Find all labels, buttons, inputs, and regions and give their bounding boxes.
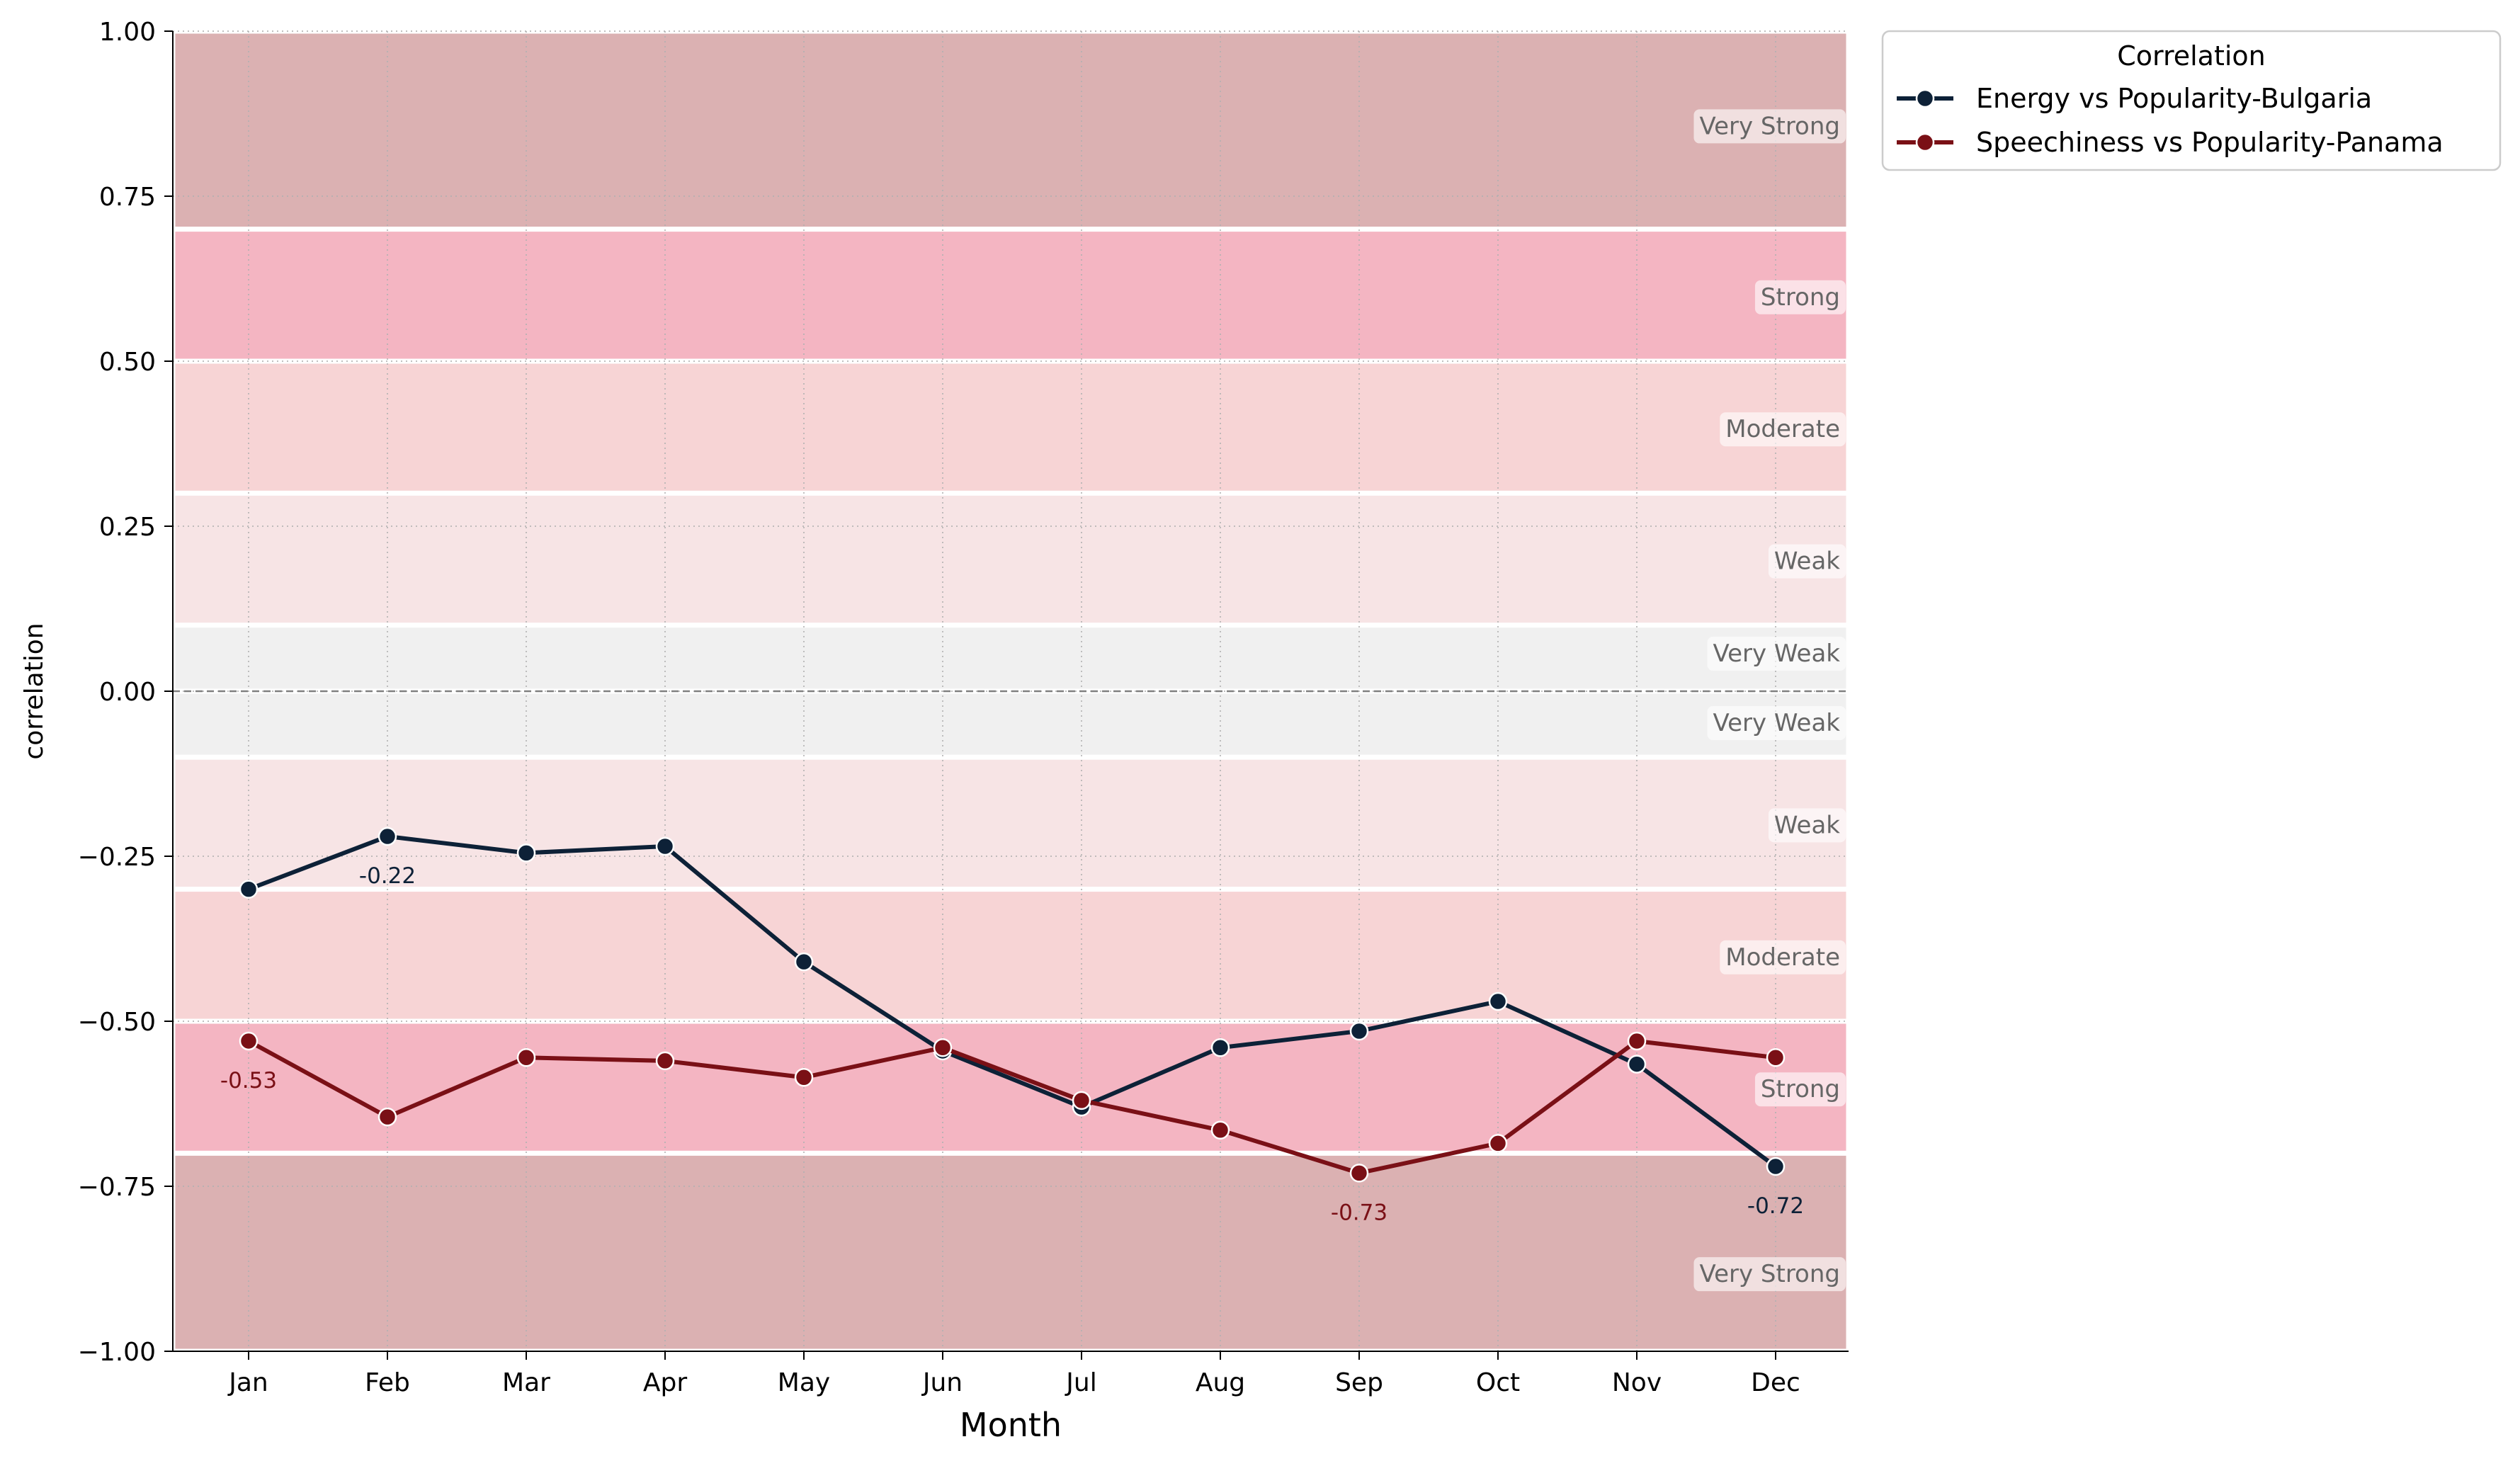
data-point	[1766, 1157, 1786, 1176]
data-point	[794, 952, 814, 972]
legend-label: Speechiness vs Popularity-Panama	[1976, 127, 2444, 158]
x-tick-label: Aug	[1196, 1368, 1245, 1397]
y-axis-label: correlation	[20, 623, 49, 759]
legend-entry-1: Speechiness vs Popularity-Panama	[1897, 127, 2444, 158]
band-label-backdrop	[1768, 808, 1846, 843]
band-label: Very Strong	[1699, 112, 1840, 140]
band-9	[170, 1150, 1851, 1354]
band-label-backdrop	[1707, 637, 1846, 671]
x-tick-label: Feb	[365, 1368, 410, 1397]
data-point	[1349, 1021, 1369, 1041]
band-label: Very Weak	[1713, 709, 1840, 737]
band-label-backdrop	[1720, 940, 1846, 975]
x-tick-label: Mar	[502, 1368, 550, 1397]
x-tick-label: Jan	[227, 1368, 268, 1397]
data-point	[1349, 1164, 1369, 1183]
y-tick-label: 1.00	[99, 18, 156, 47]
x-tick-label: Sep	[1335, 1368, 1383, 1397]
data-point	[1627, 1055, 1647, 1074]
data-point	[516, 1048, 536, 1067]
band-label-backdrop	[1754, 1072, 1846, 1107]
x-tick-label: May	[778, 1368, 830, 1397]
band-0	[170, 28, 1851, 232]
x-tick-label: Nov	[1612, 1368, 1662, 1397]
point-annotation: -0.22	[359, 863, 416, 889]
x-axis: Jan Feb Mar Apr May Jun Jul Aug Sep Oct Nov Dec	[173, 1351, 1849, 1397]
band-5	[170, 688, 1851, 760]
y-tick-label: 0.75	[99, 183, 156, 212]
x-tick-label: Oct	[1476, 1368, 1520, 1397]
series-line	[246, 834, 1778, 1169]
series-line	[246, 1038, 1778, 1176]
band-1	[170, 227, 1851, 364]
data-point	[1627, 1031, 1647, 1051]
band-7	[170, 887, 1851, 1024]
band-3	[170, 490, 1851, 628]
data-point	[1488, 991, 1508, 1011]
series-0	[239, 826, 1786, 1176]
band-label: Moderate	[1725, 943, 1840, 972]
band-8	[170, 1018, 1851, 1156]
band-label: Very Strong	[1699, 1260, 1840, 1288]
band-label-backdrop	[1768, 544, 1846, 579]
data-point	[794, 1067, 814, 1087]
data-point	[655, 836, 675, 856]
legend-entry-0: Energy vs Popularity-Bulgaria	[1897, 83, 2372, 114]
y-tick-label: 0.50	[99, 348, 156, 377]
data-point	[516, 843, 536, 863]
band-label: Weak	[1774, 547, 1840, 576]
data-point	[1210, 1120, 1230, 1140]
point-annotations: -0.22 -0.72 -0.53 -0.73	[220, 863, 1804, 1225]
legend-frame	[1881, 30, 2502, 171]
band-4	[170, 623, 1851, 694]
data-series	[239, 826, 1786, 1183]
band-label-backdrop	[1693, 109, 1846, 144]
y-tick-label: −0.50	[78, 1008, 156, 1037]
band-label: Strong	[1761, 283, 1840, 312]
band-label-backdrop	[1707, 706, 1846, 740]
data-point	[933, 1038, 953, 1057]
data-point	[1766, 1048, 1786, 1067]
band-labels: Very Strong Strong Moderate Weak Very Weak Ve…	[1693, 109, 1846, 1292]
band-label-backdrop	[1720, 412, 1846, 447]
y-axis: −1.00 −0.75 −0.50 −0.25 0.00 0.25 0.50 0.75 1.00	[78, 18, 174, 1367]
data-point	[239, 1031, 259, 1051]
point-annotation: -0.73	[1331, 1200, 1387, 1225]
point-annotation: -0.53	[220, 1068, 277, 1093]
y-tick-label: 0.00	[99, 678, 156, 707]
point-annotation: -0.72	[1747, 1193, 1804, 1219]
x-tick-label: Jul	[1065, 1368, 1096, 1397]
y-tick-label: −0.25	[78, 843, 156, 872]
data-point	[655, 1051, 675, 1071]
y-tick-label: 0.25	[99, 513, 156, 542]
band-6	[170, 754, 1851, 892]
band-label: Strong	[1761, 1075, 1840, 1103]
legend-marker	[1915, 132, 1935, 152]
band-label: Weak	[1774, 811, 1840, 839]
y-tick-label: −1.00	[78, 1338, 156, 1367]
data-point	[1072, 1091, 1091, 1110]
legend-label: Energy vs Popularity-Bulgaria	[1976, 83, 2372, 114]
x-tick-label: Jun	[921, 1368, 963, 1397]
band-label: Very Weak	[1713, 640, 1840, 668]
x-axis-label: Month	[960, 1406, 1062, 1444]
y-tick-label: −0.75	[78, 1173, 156, 1202]
legend-title: Correlation	[2117, 40, 2266, 72]
band-label-backdrop	[1693, 1257, 1846, 1292]
data-point	[1488, 1134, 1508, 1153]
legend: Correlation Energy vs Popularity-Bulgari…	[1881, 30, 2502, 171]
data-point	[378, 826, 397, 846]
legend-marker	[1915, 89, 1935, 108]
series-1	[239, 1031, 1786, 1183]
band-label: Moderate	[1725, 415, 1840, 443]
x-tick-label: Dec	[1751, 1368, 1800, 1397]
data-point	[1210, 1038, 1230, 1057]
data-point	[239, 880, 259, 899]
band-2	[170, 358, 1851, 496]
x-tick-label: Apr	[643, 1368, 687, 1397]
band-label-backdrop	[1754, 280, 1846, 314]
data-point	[378, 1107, 397, 1127]
